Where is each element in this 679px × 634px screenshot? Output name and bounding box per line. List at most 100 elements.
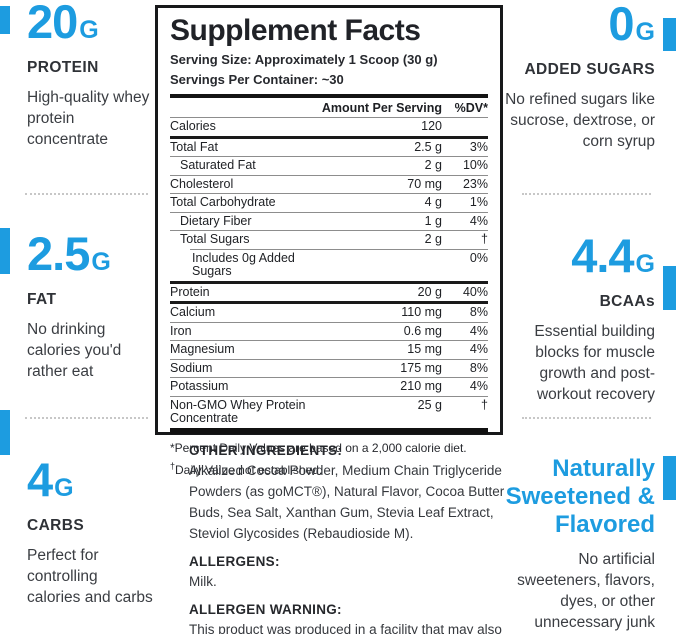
callout-bcaas: 4.4G BCAAs Essential building blocks for…	[505, 232, 655, 405]
protein-label: PROTEIN	[27, 59, 99, 76]
nutrition-table-header: Amount Per Serving %DV*	[170, 98, 488, 117]
divider	[170, 135, 488, 139]
nutrition-row: Calcium 110 mg 8%	[170, 304, 488, 322]
nutrition-rows: Calories 120 Total Fat 2.5 g 3% Saturated Fat…	[170, 118, 488, 434]
nutrient-amount: 120	[421, 119, 442, 133]
nutrient-dv	[442, 120, 488, 134]
nutrient-amount: 2 g	[424, 232, 442, 246]
other-ingredients-text: Alkalized Cocoa Powder, Medium Chain Tri…	[189, 463, 505, 541]
unit-grams: G	[54, 474, 74, 502]
nutrient-dv: 40%	[462, 284, 488, 299]
added-sugars-label: ADDED SUGARS	[524, 61, 655, 78]
protein-amount: 20G	[27, 0, 99, 48]
nutrient-name: Includes 0g Added Sugars	[192, 250, 295, 278]
allergens-label: ALLERGENS:	[189, 554, 280, 569]
allergens-text: Milk.	[189, 574, 217, 589]
unit-grams: G	[635, 250, 655, 278]
divider	[170, 230, 488, 231]
serving-size: Serving Size: Approximately 1 Scoop (30 …	[170, 52, 438, 67]
bcaas-label: BCAAs	[599, 293, 655, 310]
bcaas-description: Essential building blocks for muscle gro…	[534, 323, 655, 403]
divider	[25, 417, 148, 419]
divider	[170, 193, 488, 194]
nutrition-row: Dietary Fiber 1 g 4%	[170, 213, 488, 231]
nutrient-dv: 4%	[469, 342, 488, 356]
nutrition-row: Total Carbohydrate 4 g 1%	[170, 194, 488, 212]
nutrient-dv: 23%	[462, 176, 488, 191]
nutrition-row: Saturated Fat 2 g 10%	[170, 157, 488, 175]
allergen-warning-text: This product was produced in a facility …	[189, 622, 502, 634]
nutrient-name: Magnesium	[170, 342, 235, 356]
divider	[170, 321, 488, 323]
panel-footnotes: *Percent Daily Values are based on a 2,0…	[170, 439, 488, 479]
nutrient-dv: 10%	[462, 158, 488, 172]
nutrition-row: Cholesterol 70 mg 23%	[170, 176, 488, 194]
accent-bar	[663, 266, 676, 310]
nutrient-dv: 8%	[469, 360, 488, 375]
divider	[522, 417, 651, 419]
nutrient-name: Protein	[170, 284, 210, 299]
naturally-sweetened-description: No artificial sweeteners, flavors, dyes,…	[517, 551, 655, 631]
nutrient-name: Sodium	[170, 360, 213, 375]
supplement-facts-panel: Supplement Facts Serving Size: Approxima…	[155, 5, 503, 477]
nutrient-amount: 70 mg	[407, 176, 442, 191]
nutrient-name: Saturated Fat	[180, 158, 256, 172]
nutrient-amount: 2.5 g	[414, 139, 442, 154]
nutrition-row: Magnesium 15 mg 4%	[170, 341, 488, 359]
nutrient-dv: †	[481, 232, 488, 246]
nutrition-row: Includes 0g Added Sugars 0%	[170, 250, 488, 281]
nutrient-dv: 4%	[469, 379, 488, 393]
nutrient-amount: 15 mg	[407, 342, 442, 356]
divider	[522, 193, 651, 195]
divider	[170, 280, 488, 284]
accent-bar	[0, 6, 10, 34]
nutrition-row: Non-GMO Whey Protein Concentrate 25 g †	[170, 397, 488, 428]
nutrient-amount: 20 g	[417, 284, 442, 299]
nutrient-dv: 4%	[469, 213, 488, 228]
nutrient-name: Potassium	[170, 379, 229, 393]
divider	[190, 248, 488, 250]
nutrient-name: Iron	[170, 323, 192, 338]
column-amount-per-serving: Amount Per Serving	[321, 101, 442, 115]
naturally-sweetened-headline: Naturally Sweetened & Flavored	[505, 455, 655, 538]
nutrient-dv: 8%	[469, 305, 488, 319]
protein-description: High-quality whey protein concentrate	[27, 89, 150, 148]
accent-bar	[0, 410, 10, 455]
added-sugars-description: No refined sugars like sucrose, dextrose…	[505, 91, 655, 150]
footnote-daily-values: *Percent Daily Values are based on a 2,0…	[170, 440, 467, 455]
nutrient-amount: 0.6 mg	[403, 323, 442, 338]
allergen-warning-label: ALLERGEN WARNING:	[189, 602, 342, 617]
divider-heavy	[170, 94, 488, 98]
divider	[170, 211, 488, 213]
nutrient-dv: 0%	[469, 250, 488, 265]
accent-bar	[0, 228, 10, 274]
divider	[170, 377, 488, 378]
ingredients-block: OTHER INGREDIENTS: Alkalized Cocoa Powde…	[189, 443, 509, 634]
carbs-label: CARBS	[27, 517, 85, 534]
nutrient-name: Total Sugars	[180, 232, 250, 246]
divider	[170, 340, 488, 341]
nutrient-amount: 210 mg	[400, 379, 442, 393]
panel-title: Supplement Facts	[170, 14, 421, 47]
unit-grams: G	[635, 18, 655, 46]
nutrient-amount: 175 mg	[400, 360, 442, 375]
accent-bar	[663, 456, 676, 500]
callout-carbs: 4G CARBS Perfect for controlling calorie…	[27, 456, 155, 608]
nutrient-dv: 4%	[469, 323, 488, 338]
callout-added-sugars: 0G ADDED SUGARS No refined sugars like s…	[505, 0, 655, 152]
accent-bar	[663, 18, 676, 51]
nutrition-row: Iron 0.6 mg 4%	[170, 323, 488, 341]
nutrition-row: Potassium 210 mg 4%	[170, 378, 488, 396]
callout-protein: 20G PROTEIN High-quality whey protein co…	[27, 0, 155, 150]
divider	[170, 174, 488, 176]
nutrient-dv: †	[481, 397, 488, 412]
nutrient-name: Total Fat	[170, 139, 218, 154]
nutrition-row: Protein 20 g 40%	[170, 284, 488, 302]
callout-fat: 2.5G FAT No drinking calories you'd rath…	[27, 230, 155, 382]
nutrition-row: Calories 120	[170, 118, 488, 136]
divider	[170, 117, 488, 118]
nutrient-name: Non-GMO Whey Protein Concentrate	[170, 397, 306, 425]
divider	[25, 193, 148, 195]
divider	[170, 156, 488, 157]
